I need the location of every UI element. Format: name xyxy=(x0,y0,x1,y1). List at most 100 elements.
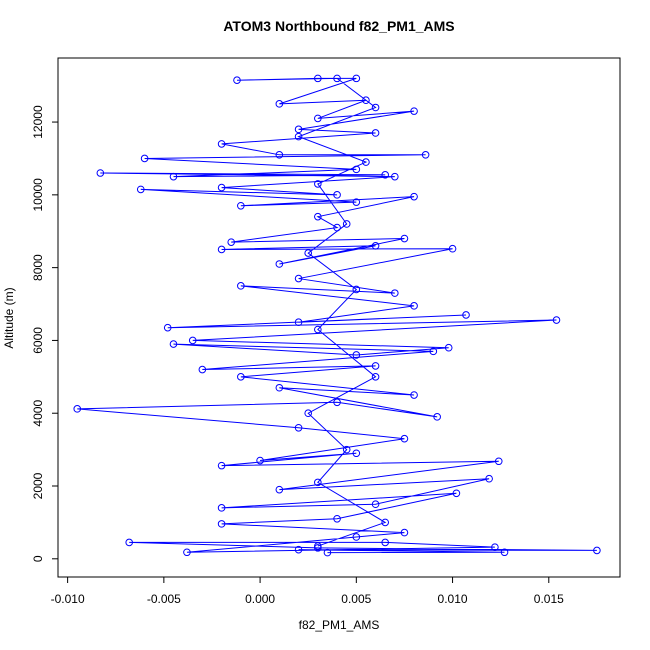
y-tick-label: 12000 xyxy=(31,105,45,139)
data-point xyxy=(294,125,303,134)
data-point xyxy=(237,282,245,290)
data-point xyxy=(400,528,409,537)
data-point xyxy=(198,365,207,374)
data-point xyxy=(410,302,418,310)
data-point xyxy=(323,548,332,557)
data-point xyxy=(227,238,236,246)
data-point xyxy=(294,545,303,554)
data-point xyxy=(217,520,226,528)
data-point xyxy=(352,198,361,206)
y-tick-label: 0 xyxy=(31,555,45,562)
data-point xyxy=(500,548,509,557)
data-point xyxy=(352,285,361,294)
data-point xyxy=(333,223,341,232)
data-point xyxy=(125,538,134,547)
data-point xyxy=(217,461,226,470)
x-tick-label: 0.015 xyxy=(534,592,564,606)
data-point xyxy=(294,318,303,327)
data-point xyxy=(73,405,82,413)
data-point xyxy=(352,533,361,541)
data-point xyxy=(96,169,105,177)
data-point xyxy=(381,518,389,527)
x-axis-label: f82_PM1_AMS xyxy=(299,618,380,632)
data-point xyxy=(342,445,351,454)
data-point xyxy=(333,398,341,407)
data-point xyxy=(371,103,380,112)
x-tick-label: 0.010 xyxy=(438,592,468,606)
data-point xyxy=(294,274,303,283)
data-point xyxy=(275,100,284,108)
data-point xyxy=(275,383,284,392)
data-point xyxy=(342,220,351,228)
data-point xyxy=(233,76,241,85)
data-point xyxy=(491,543,499,551)
x-tick-label: 0.000 xyxy=(245,592,275,606)
data-point xyxy=(314,478,322,487)
plot-frame xyxy=(57,57,621,578)
data-point xyxy=(410,107,418,115)
data-point xyxy=(217,245,226,254)
data-point xyxy=(448,244,457,253)
data-point xyxy=(400,434,409,443)
data-point xyxy=(552,316,561,324)
data-point xyxy=(593,546,601,555)
data-point xyxy=(314,542,322,550)
y-tick-label: 2000 xyxy=(31,472,45,499)
data-point xyxy=(294,132,303,141)
data-point xyxy=(485,474,493,483)
data-point xyxy=(371,129,380,137)
data-point xyxy=(256,456,264,465)
data-point xyxy=(169,172,178,181)
data-point xyxy=(217,183,226,192)
y-tick-label: 8000 xyxy=(31,254,45,281)
data-point xyxy=(140,154,149,163)
data-point xyxy=(371,500,380,509)
data-point xyxy=(183,548,191,557)
data-point xyxy=(217,140,226,148)
x-tick-label: -0.005 xyxy=(147,592,181,606)
data-point xyxy=(410,192,418,201)
data-point xyxy=(391,172,399,181)
data-point xyxy=(371,373,380,381)
y-axis-label: Altitude (m) xyxy=(2,287,16,348)
data-point xyxy=(381,538,389,547)
data-point xyxy=(371,362,380,370)
data-point xyxy=(462,311,470,319)
data-point xyxy=(333,74,341,83)
y-tick-label: 10000 xyxy=(31,178,45,212)
data-point xyxy=(294,423,303,432)
data-point xyxy=(275,485,284,494)
data-point xyxy=(444,343,453,352)
data-point xyxy=(362,158,370,166)
data-point xyxy=(169,340,178,348)
data-point xyxy=(421,151,430,159)
data-point xyxy=(391,289,399,297)
chart-title: ATOM3 Northbound f82_PM1_AMS xyxy=(223,18,454,34)
data-point xyxy=(352,351,361,359)
data-point xyxy=(237,373,245,381)
data-point xyxy=(237,201,245,210)
x-tick-label: 0.005 xyxy=(341,592,371,606)
data-point xyxy=(314,114,322,123)
data-point xyxy=(452,489,461,498)
y-tick-label: 4000 xyxy=(31,400,45,427)
x-tick-label: -0.010 xyxy=(51,592,85,606)
data-point xyxy=(433,413,441,421)
data-point xyxy=(381,171,389,179)
data-point xyxy=(304,249,313,257)
data-point xyxy=(275,260,284,268)
data-point xyxy=(188,336,197,345)
data-point xyxy=(352,165,361,174)
data-point xyxy=(136,185,145,194)
y-tick-label: 6000 xyxy=(31,327,45,354)
data-point xyxy=(429,347,438,356)
data-point xyxy=(275,151,284,159)
data-point xyxy=(333,514,341,523)
data-point xyxy=(494,457,503,466)
data-point xyxy=(314,74,322,83)
data-point xyxy=(163,323,172,332)
data-point xyxy=(352,74,361,83)
data-point xyxy=(314,325,322,334)
data-point xyxy=(371,242,380,250)
